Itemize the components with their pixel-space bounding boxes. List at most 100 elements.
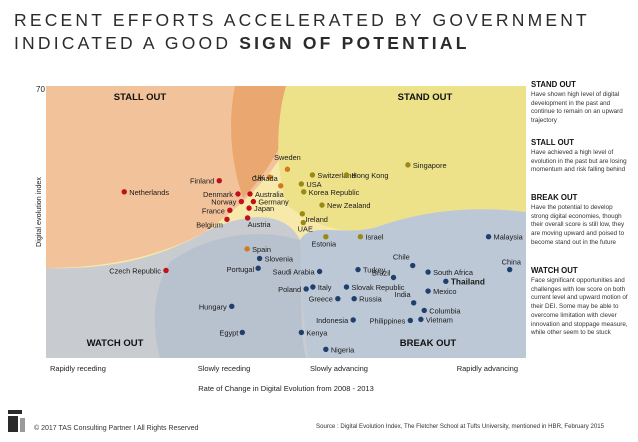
footer-source: Source : Digital Evolution Index, The Fl…: [316, 423, 605, 430]
point-label-hungary: Hungary: [199, 302, 227, 311]
point-label-south-africa: South Africa: [433, 268, 474, 277]
legend-text: Have shown high level of digital develop…: [531, 91, 623, 125]
region-break-out: [300, 209, 526, 358]
point-hungary: [229, 303, 235, 310]
point-canada: [278, 183, 284, 189]
x-tick-slowly-receding: Slowly receding: [198, 364, 251, 373]
point-label-belgium: Belgium: [196, 220, 223, 229]
point-label-slovenia: Slovenia: [265, 254, 294, 263]
point-philippines: [407, 317, 414, 324]
point-label-singapore: Singapore: [413, 161, 447, 170]
point-brazil: [390, 274, 397, 281]
point-label-mexico: Mexico: [433, 287, 456, 296]
region-stand-out: [278, 86, 526, 231]
point-label-netherlands: Netherlands: [129, 188, 169, 197]
title-line-2: INDICATED A GOOD SIGN OF POTENTIAL: [14, 33, 470, 54]
point-label-slovak-republic: Slovak Republic: [351, 283, 404, 292]
point-label-uk: UK: [254, 173, 264, 182]
point-india: [410, 300, 417, 306]
point-south-africa: [425, 269, 431, 275]
point-label-denmark: Denmark: [203, 190, 233, 199]
logo-bar-side: [20, 418, 25, 432]
point-label-estonia: Estonia: [312, 240, 338, 249]
point-label-switzerland: Switzerland: [317, 171, 355, 180]
point-label-chile: Chile: [393, 253, 410, 262]
x-tick-rapidly-receding: Rapidly receding: [50, 364, 106, 373]
point-usa: [298, 181, 305, 187]
point-label-saudi-arabia: Saudi Arabia: [273, 268, 316, 277]
point-label-italy: Italy: [318, 283, 332, 292]
point-poland: [303, 286, 309, 292]
legend-text: Face significant opportunities and chall…: [531, 277, 628, 337]
point-label-austria: Austria: [248, 220, 272, 229]
point-label-germany: Germany: [258, 198, 289, 207]
point-thailand: [443, 278, 449, 284]
legend-heading: WATCH OUT: [531, 266, 578, 275]
point-label-india: India: [395, 290, 412, 299]
legend-heading: BREAK OUT: [531, 193, 578, 202]
quadrant-regions: [46, 86, 526, 358]
company-logo: [6, 408, 30, 441]
point-greece: [335, 296, 341, 302]
point-switzerland: [309, 172, 316, 178]
logo-block: [8, 416, 18, 432]
title-line-1: RECENT EFFORTS ACCELERATED BY GOVERNMENT: [14, 10, 590, 30]
point-france: [227, 207, 233, 214]
point-russia: [351, 296, 357, 302]
legend-watch-out: WATCH OUT Face significant opportunities …: [531, 266, 631, 338]
point-malaysia: [485, 233, 492, 240]
point-germany: [250, 198, 257, 205]
point-portugal: [255, 265, 261, 271]
point-label-ireland: Ireland: [305, 215, 328, 224]
point-columbia: [421, 307, 427, 314]
point-china: [506, 266, 513, 273]
point-label-canada: Canada: [252, 174, 279, 183]
title-line-2-prefix: INDICATED A GOOD: [14, 33, 232, 53]
point-estonia: [323, 233, 329, 240]
y-axis-label: Digital evolution index: [34, 177, 43, 247]
point-hong-kong: [343, 172, 350, 178]
point-label-vietnam: Vietnam: [426, 315, 453, 324]
point-label-thailand: Thailand: [451, 276, 485, 286]
x-tick-rapidly-advancing: Rapidly advancing: [457, 364, 518, 373]
x-tick-slowly-advancing: Slowly advancing: [310, 364, 368, 373]
point-egypt: [239, 329, 246, 336]
logo-bar-top: [8, 410, 22, 414]
point-uk: [266, 174, 273, 180]
point-label-indonesia: Indonesia: [316, 316, 349, 325]
point-label-columbia: Columbia: [429, 306, 461, 315]
point-korea-republic: [301, 189, 307, 195]
point-label-uae: UAE: [298, 225, 313, 234]
point-japan: [246, 205, 252, 211]
point-label-russia: Russia: [359, 295, 382, 304]
point-uae: [300, 219, 306, 226]
point-label-egypt: Egypt: [219, 328, 238, 337]
point-denmark: [235, 191, 241, 197]
point-label-usa: USA: [306, 180, 321, 189]
legend-heading: STAND OUT: [531, 80, 576, 89]
point-label-france: France: [202, 206, 225, 215]
legend-text: Have the potential to develop strong dig…: [531, 204, 625, 246]
y-axis-top-tick: 70: [36, 85, 45, 94]
point-label-new-zealand: New Zealand: [327, 201, 371, 210]
legend-heading: STALL OUT: [531, 138, 575, 147]
x-axis-label: Rate of Change in Digital Evolution from…: [198, 384, 374, 393]
point-label-philippines: Philippines: [370, 316, 406, 325]
point-czech-republic: [163, 267, 169, 274]
point-finland: [216, 177, 222, 184]
point-label-finland: Finland: [190, 177, 214, 186]
quadrant-label-break-out: BREAK OUT: [400, 338, 457, 349]
point-label-nigeria: Nigeria: [331, 345, 355, 354]
point-belgium: [224, 216, 230, 222]
point-slovenia: [256, 255, 263, 262]
point-label-greece: Greece: [309, 295, 333, 304]
point-label-spain: Spain: [252, 245, 271, 254]
footer-copyright: © 2017 TAS Consulting Partner I All Righ…: [34, 425, 199, 432]
point-label-korea-republic: Korea Republic: [309, 188, 360, 197]
point-label-turkey: Turkey: [363, 266, 386, 275]
point-spain: [244, 246, 250, 252]
point-norway: [238, 198, 245, 205]
point-label-hong-kong: Hong Kong: [351, 171, 388, 180]
point-slovak-republic: [343, 284, 350, 290]
